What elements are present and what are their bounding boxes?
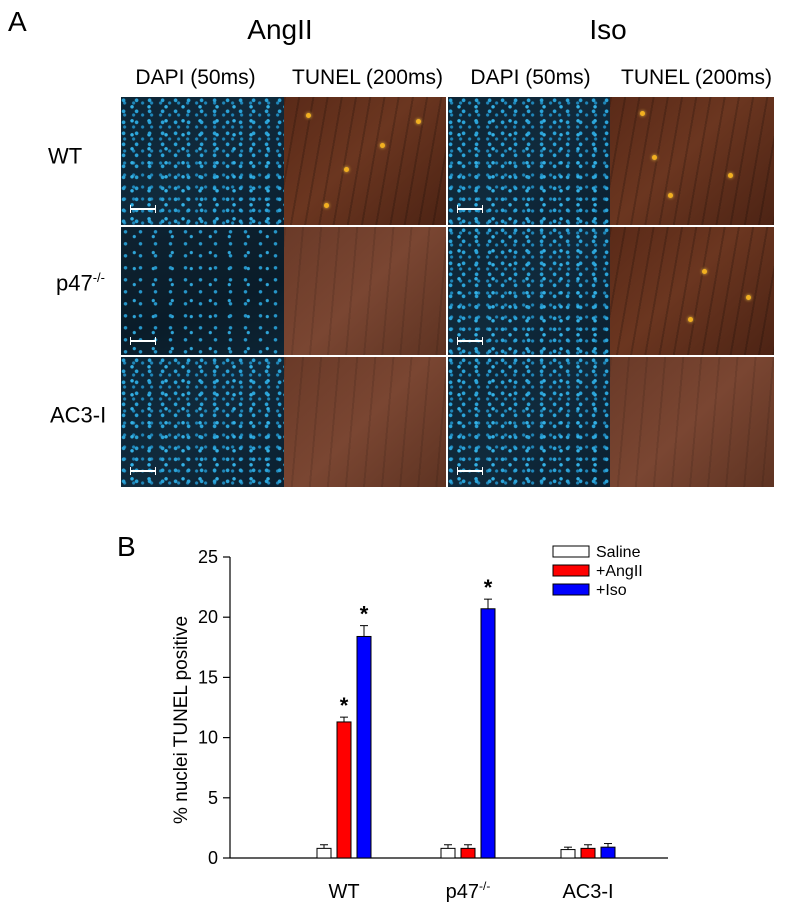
bar-p47-angii (460, 847, 476, 859)
legend-swatch (552, 564, 590, 577)
scale-bar (130, 337, 156, 345)
significance-mark: * (360, 602, 369, 627)
channel-label-tunel-angii: TUNEL (200ms) (292, 66, 443, 89)
micrograph-grid (121, 97, 774, 487)
micrograph-wt-angii-dapi (121, 97, 284, 225)
micrograph-p47-iso-dapi (448, 227, 610, 355)
y-tick-label: 20 (198, 607, 218, 627)
legend-entry: +Iso (596, 582, 627, 599)
micrograph-p47-angii-tunel (284, 227, 446, 355)
micrograph-ac3i-angii-tunel (284, 357, 446, 487)
channel-label-dapi-angii: DAPI (50ms) (135, 66, 256, 89)
legend-entry: +AngII (596, 563, 643, 580)
micrograph-ac3i-iso-dapi (448, 357, 610, 487)
chart-axes: 0 5 10 15 20 25 WT p47-/- AC3-I (198, 547, 668, 903)
y-tick-label: 15 (198, 667, 218, 687)
micrograph-wt-angii-tunel (284, 97, 446, 225)
scale-bar (457, 467, 483, 475)
y-axis-label: % nuclei TUNEL positive (171, 616, 192, 824)
micrograph-wt-iso-tunel (610, 97, 774, 225)
bar-ac3i-iso (600, 846, 616, 859)
bar-wt-saline (316, 847, 332, 859)
x-category-label: p47-/- (446, 879, 491, 903)
panel-a-letter: A (8, 6, 27, 37)
bar-wt-angii (336, 721, 352, 859)
scale-bar (457, 337, 483, 345)
y-tick-label: 25 (198, 547, 218, 567)
y-tick-label: 10 (198, 728, 218, 748)
y-tick-label: 0 (208, 848, 218, 868)
significance-mark: * (340, 693, 349, 718)
scale-bar (457, 205, 483, 213)
micrograph-p47-iso-tunel (610, 227, 774, 355)
row-label-wt: WT (48, 143, 83, 169)
channel-label-tunel-iso: TUNEL (200ms) (621, 66, 772, 89)
micrograph-ac3i-angii-dapi (121, 357, 284, 487)
scale-bar (130, 467, 156, 475)
row-label-p47: p47-/- (56, 270, 105, 296)
micrograph-p47-angii-dapi (121, 227, 284, 355)
legend-swatch (552, 545, 590, 558)
bar-wt-iso (356, 635, 372, 859)
x-category-label: WT (328, 881, 359, 903)
condition-label-angii: AngII (247, 14, 313, 45)
legend-swatch (552, 583, 590, 596)
bar-ac3i-saline (560, 849, 576, 859)
panel-b-letter: B (117, 531, 136, 562)
scale-bar (130, 205, 156, 213)
chart-bars: * * * (316, 575, 616, 859)
significance-mark: * (484, 575, 493, 600)
chart-legend: Saline +AngII +Iso (552, 544, 643, 599)
y-tick-label: 5 (208, 788, 218, 808)
legend-entry: Saline (596, 544, 641, 561)
row-label-ac3i: AC3-I (50, 402, 107, 428)
bar-ac3i-angii (580, 847, 596, 859)
tunel-bar-chart: 0 5 10 15 20 25 WT p47-/- AC3-I * * * Saline +AngII… (171, 544, 668, 903)
bar-p47-saline (440, 847, 456, 859)
micrograph-wt-iso-dapi (448, 97, 610, 225)
micrograph-ac3i-iso-tunel (610, 357, 774, 487)
x-category-label: AC3-I (562, 881, 613, 903)
bar-p47-iso (480, 608, 496, 859)
channel-label-dapi-iso: DAPI (50ms) (470, 66, 591, 89)
condition-label-iso: Iso (589, 14, 627, 45)
